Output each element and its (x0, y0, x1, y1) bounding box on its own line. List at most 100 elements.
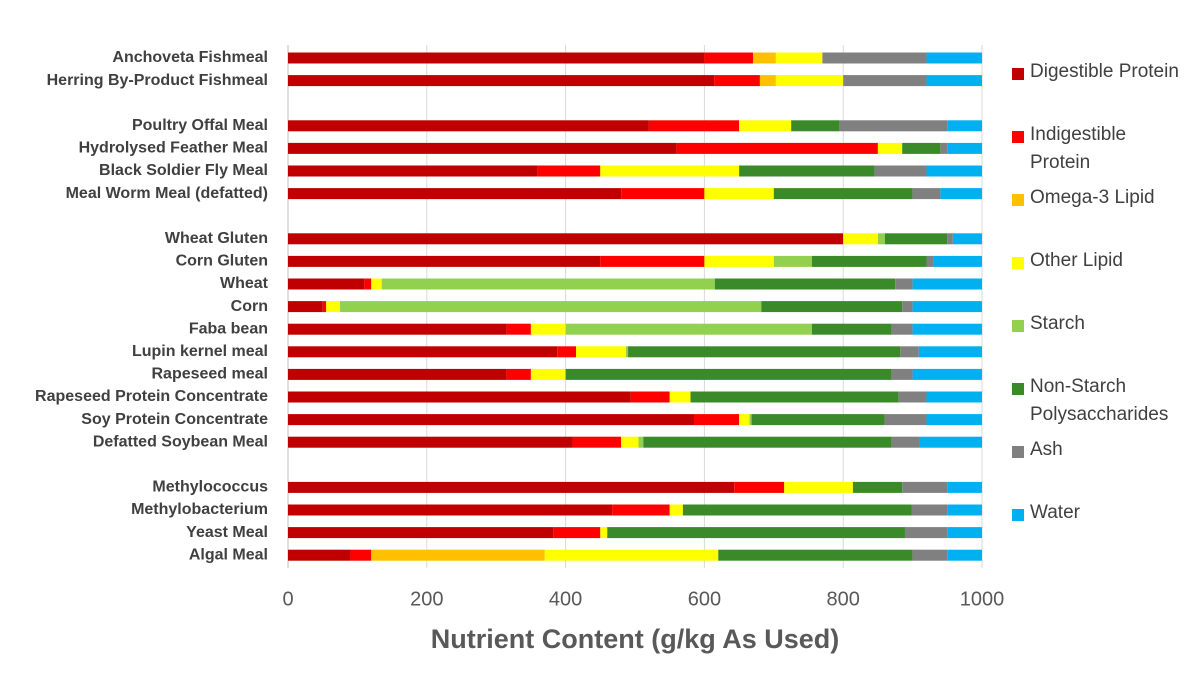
bar-segment (926, 391, 982, 403)
legend-swatch (1012, 194, 1024, 206)
bar-segment (900, 346, 919, 358)
legend-label: Omega-3 Lipid (1030, 187, 1155, 208)
bar-segment (891, 436, 920, 448)
bar-segment (843, 75, 927, 87)
legend-label: Digestible Protein (1030, 61, 1179, 82)
x-axis-title: Nutrient Content (g/kg As Used) (431, 624, 840, 654)
y-tick-label: Wheat (220, 275, 269, 292)
y-tick-label: Corn Gluten (176, 253, 268, 270)
legend-swatch (1012, 509, 1024, 521)
bar-segment (895, 278, 913, 290)
bar-segment (952, 233, 982, 245)
y-tick-label: Yeast Meal (186, 524, 268, 541)
bar-segment (669, 391, 691, 403)
bar-segment (912, 549, 948, 561)
bar-segment (530, 323, 566, 335)
y-tick-label: Rapeseed meal (151, 366, 268, 383)
bar-segment (326, 301, 341, 313)
bar-segment (612, 504, 670, 516)
bar-segment (544, 549, 719, 561)
bar-segment (530, 368, 566, 380)
bar-segment (926, 414, 982, 426)
bar-segment (506, 323, 531, 335)
bar-segment (288, 142, 677, 154)
bar-segment (288, 75, 715, 87)
bar-segment (761, 301, 903, 313)
bar-segment (704, 188, 774, 200)
bar-segment (288, 301, 323, 313)
bar-segment (940, 188, 982, 200)
bar-segment (288, 255, 601, 267)
legend-swatch (1012, 446, 1024, 458)
legend-item: Starch (1010, 310, 1190, 373)
bar-segment (926, 165, 982, 177)
y-tick-label: Soy Protein Concentrate (81, 411, 268, 428)
bar-segment (902, 301, 913, 313)
y-tick-label: Corn (231, 298, 268, 315)
bar-segment (690, 391, 899, 403)
bar-segment (625, 346, 629, 358)
legend-swatch (1012, 131, 1024, 143)
bar-segment (704, 255, 774, 267)
bar-segment (506, 368, 531, 380)
legend-item: Indigestible Protein (1010, 121, 1190, 184)
bar-segment (714, 75, 760, 87)
x-tick-label: 200 (410, 588, 443, 610)
bar-segment (288, 52, 705, 64)
y-tick-label: Methylococcus (152, 479, 268, 496)
bar-segment (874, 165, 927, 177)
y-tick-label: Wheat Gluten (165, 230, 268, 247)
bar-segment (749, 414, 752, 426)
bar-segment (648, 120, 740, 132)
bar-segment (288, 233, 844, 245)
bar-segment (877, 233, 885, 245)
bar-segment (891, 368, 913, 380)
legend-label: Water (1030, 502, 1080, 523)
bar-segment (775, 75, 844, 87)
y-tick-label: Anchoveta Fishmeal (112, 49, 268, 66)
bar-segment (364, 278, 372, 290)
bar-segment (839, 120, 948, 132)
x-tick-label: 600 (688, 588, 721, 610)
y-tick-label: Hydrolysed Feather Meal (79, 140, 268, 157)
bar-segment (288, 481, 735, 493)
x-tick-label: 1000 (960, 588, 1005, 610)
bar-segment (381, 278, 715, 290)
legend-swatch (1012, 257, 1024, 269)
bar-segment (676, 142, 878, 154)
bar-segment (371, 549, 545, 561)
bar-segment (884, 233, 948, 245)
y-tick-label: Methylobacterium (131, 501, 268, 518)
y-tick-label: Rapeseed Protein Concentrate (35, 388, 268, 405)
y-tick-label: Meal Worm Meal (defatted) (66, 185, 268, 202)
bar-segment (565, 368, 892, 380)
bar-segment (288, 436, 573, 448)
legend-label: Starch (1030, 313, 1085, 334)
bar-segment (600, 165, 740, 177)
x-tick-label: 400 (549, 588, 582, 610)
legend-swatch (1012, 320, 1024, 332)
bar-segment (557, 346, 577, 358)
bar-segment (947, 481, 982, 493)
bar-segment (919, 436, 982, 448)
bar-segment (340, 301, 762, 313)
bar-segment (947, 527, 982, 539)
bar-segment (947, 549, 982, 561)
bar-segment (902, 142, 941, 154)
bar-segment (288, 346, 558, 358)
bar-segment (947, 233, 953, 245)
bar-segment (947, 142, 982, 154)
x-tick-label: 0 (282, 588, 293, 610)
bar-segment (739, 414, 750, 426)
bar-segment (565, 323, 812, 335)
bar-segment (940, 142, 948, 154)
bar-segment (718, 549, 913, 561)
bar-segment (704, 52, 753, 64)
bar-segment (926, 52, 982, 64)
bar-segment (576, 346, 626, 358)
bar-segment (630, 391, 670, 403)
bar-segment (912, 278, 982, 290)
bar-segment (791, 120, 840, 132)
